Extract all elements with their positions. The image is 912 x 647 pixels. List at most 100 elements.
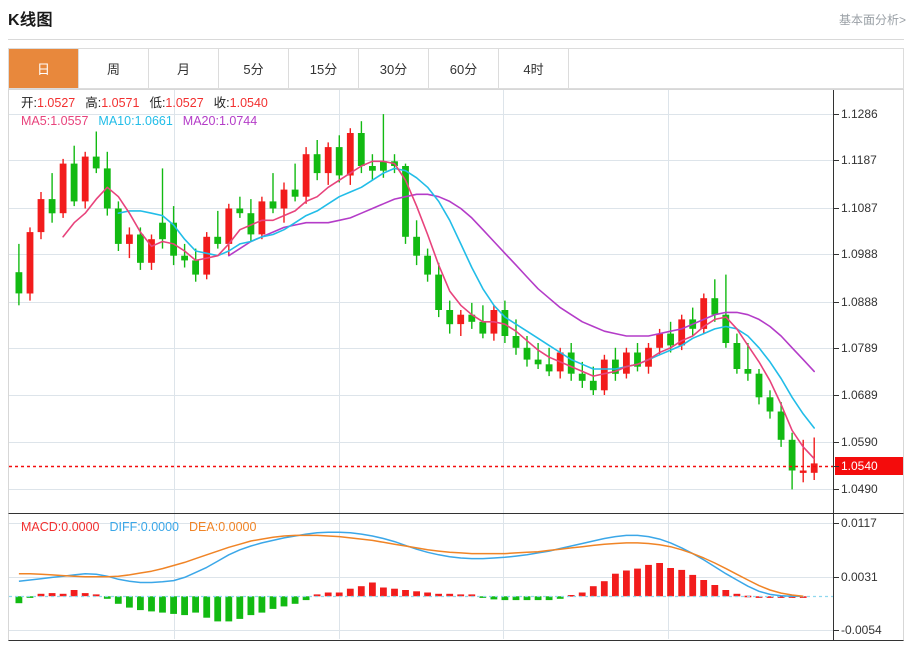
candle-body[interactable] xyxy=(479,321,487,334)
candle-body[interactable] xyxy=(777,411,785,440)
price-axis-tick xyxy=(834,160,839,161)
candle-body[interactable] xyxy=(523,347,531,360)
candle-body[interactable] xyxy=(667,333,674,346)
candle-body[interactable] xyxy=(744,369,752,374)
candle-body[interactable] xyxy=(114,208,122,244)
price-axis-label: 1.0988 xyxy=(841,247,878,262)
candle-body[interactable] xyxy=(126,234,133,244)
candle-body[interactable] xyxy=(634,352,641,367)
price-axis-label: 1.0590 xyxy=(841,435,878,450)
candle-body[interactable] xyxy=(600,359,608,391)
macd-histogram-bar xyxy=(258,596,266,613)
candle-body[interactable] xyxy=(402,166,409,237)
candle-body[interactable] xyxy=(656,333,663,348)
candle-body[interactable] xyxy=(512,336,520,348)
candle-body[interactable] xyxy=(357,133,365,166)
candle-body[interactable] xyxy=(37,199,45,233)
candle-body[interactable] xyxy=(346,133,354,176)
candle-body[interactable] xyxy=(203,236,211,275)
tab-6[interactable]: 60分 xyxy=(429,49,499,88)
candle-body[interactable] xyxy=(181,255,188,261)
candle-body[interactable] xyxy=(291,189,299,197)
candle-body[interactable] xyxy=(324,147,332,174)
candle-body[interactable] xyxy=(700,298,708,329)
candle-body[interactable] xyxy=(214,236,222,244)
price-axis: 1.1286 1.1187 1.1087 1.0988 1.0888 1.0789 1.06… xyxy=(833,90,903,513)
candle-body[interactable] xyxy=(457,314,465,325)
candle-body[interactable] xyxy=(192,260,199,275)
candle-body[interactable] xyxy=(810,463,818,473)
tab-0[interactable]: 日 xyxy=(9,49,79,88)
macd-histogram-bar xyxy=(357,586,365,597)
candle-body[interactable] xyxy=(468,314,476,322)
macd-histogram-bar xyxy=(181,596,188,616)
candle-body[interactable] xyxy=(645,347,652,367)
candle-body[interactable] xyxy=(26,232,34,294)
candle-body[interactable] xyxy=(501,310,509,336)
candle-body[interactable] xyxy=(70,163,78,202)
candle-body[interactable] xyxy=(225,208,233,244)
candle-body[interactable] xyxy=(258,201,266,235)
candle-body[interactable] xyxy=(335,147,343,176)
tab-5[interactable]: 30分 xyxy=(359,49,429,88)
candle-body[interactable] xyxy=(612,359,619,374)
macd-panel[interactable]: MACD:0.0000 DIFF:0.0000 DEA:0.0000 0.0117 0… xyxy=(8,514,904,641)
candle-body[interactable] xyxy=(92,156,100,169)
tab-1[interactable]: 周 xyxy=(79,49,149,88)
candle-body[interactable] xyxy=(799,470,807,473)
timeframe-tabbar: 日 周 月 5分 15分 30分 60分 4时 xyxy=(8,48,904,89)
candle-body[interactable] xyxy=(170,222,177,256)
macd-axis-label: -0.0054 xyxy=(841,623,882,638)
candle-body[interactable] xyxy=(733,343,741,369)
candle-body[interactable] xyxy=(380,161,387,171)
macd-histogram-bar xyxy=(766,596,774,598)
macd-histogram-bar xyxy=(733,593,741,597)
candle-body[interactable] xyxy=(788,439,796,471)
macd-histogram-bar xyxy=(48,593,56,597)
macd-histogram-bar xyxy=(468,594,476,597)
candle-body[interactable] xyxy=(313,154,321,174)
chart-container: 开:1.0527 高:1.0571 低:1.0527 收:1.0540 MA5:1.0… xyxy=(8,89,904,641)
candle-body[interactable] xyxy=(567,352,575,374)
macd-histogram-bar xyxy=(148,596,155,612)
candle-body[interactable] xyxy=(755,373,763,398)
candle-body[interactable] xyxy=(766,397,774,412)
candle-body[interactable] xyxy=(623,352,630,374)
macd-histogram-bar xyxy=(137,596,144,611)
tab-7[interactable]: 4时 xyxy=(499,49,569,88)
macd-histogram-bar xyxy=(634,568,641,597)
candle-body[interactable] xyxy=(545,364,553,372)
candle-body[interactable] xyxy=(81,156,89,202)
candle-body[interactable] xyxy=(678,319,686,346)
candle-body[interactable] xyxy=(269,201,277,209)
macd-histogram-bar xyxy=(413,591,420,597)
candle-body[interactable] xyxy=(15,272,23,294)
tab-2[interactable]: 月 xyxy=(149,49,219,88)
candle-body[interactable] xyxy=(589,380,597,391)
candle-body[interactable] xyxy=(48,199,56,214)
candle-body[interactable] xyxy=(711,298,719,315)
candle-body[interactable] xyxy=(413,236,420,256)
candle-body[interactable] xyxy=(247,213,255,235)
candle-body[interactable] xyxy=(369,166,376,171)
price-panel[interactable]: 开:1.0527 高:1.0571 低:1.0527 收:1.0540 MA5:1.0… xyxy=(8,89,904,514)
tab-label: 周 xyxy=(106,62,120,77)
candle-body[interactable] xyxy=(446,310,454,325)
candle-body[interactable] xyxy=(534,359,542,365)
candle-body[interactable] xyxy=(280,189,288,209)
macd-histogram-bar xyxy=(700,580,708,597)
candle-body[interactable] xyxy=(137,234,144,263)
fundamental-analysis-link[interactable]: 基本面分析> xyxy=(838,13,906,27)
candle-body[interactable] xyxy=(424,255,431,275)
candle-body[interactable] xyxy=(148,239,155,263)
candle-body[interactable] xyxy=(302,154,310,197)
tab-4[interactable]: 15分 xyxy=(289,49,359,88)
candle-body[interactable] xyxy=(435,274,442,310)
candle-body[interactable] xyxy=(578,373,586,381)
macd-histogram-bar xyxy=(545,596,553,601)
tab-3[interactable]: 5分 xyxy=(219,49,289,88)
candle-body[interactable] xyxy=(722,314,730,343)
candle-body[interactable] xyxy=(159,222,166,240)
candle-body[interactable] xyxy=(236,208,244,214)
candle-body[interactable] xyxy=(59,163,67,214)
